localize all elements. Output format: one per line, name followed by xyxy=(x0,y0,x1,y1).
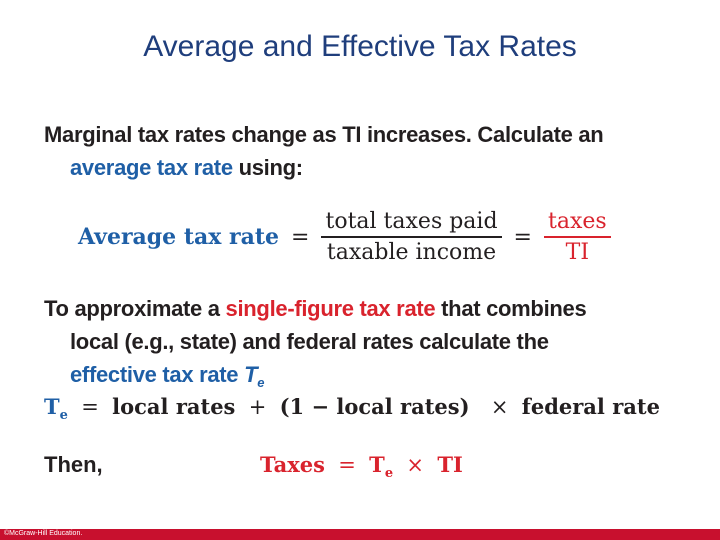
te-symbol: T xyxy=(244,362,258,387)
formula2-term1: local rates xyxy=(112,394,236,419)
formula2-equals: = xyxy=(81,395,99,419)
formula2-term2: federal rate xyxy=(521,394,660,419)
slide-title: Average and Effective Tax Rates xyxy=(143,30,577,63)
copyright-footer: ©McGraw-Hill Education. xyxy=(4,530,83,537)
fraction-total-taxes: total taxes paid taxable income xyxy=(321,209,502,265)
formula2-paren: (1 − local rates) xyxy=(279,394,470,419)
formula3-rhs: TI xyxy=(437,452,463,477)
effective-tax-rate-highlight: effective tax rate xyxy=(70,362,245,387)
taxes-formula: Taxes = Te × TI xyxy=(260,452,463,481)
formula2-te-symbol: T xyxy=(44,394,60,419)
bullet1-line1: Marginal tax rates change as TI increase… xyxy=(44,122,604,147)
formula2-times: × xyxy=(490,395,509,419)
bullet-average-tax-rate: Marginal tax rates change as TI increase… xyxy=(44,118,684,184)
bullet1-rest: using: xyxy=(232,155,304,180)
formula3-te: T xyxy=(369,452,385,477)
formula3-times: × xyxy=(406,453,425,477)
formula2-te: Te xyxy=(44,394,68,423)
formula1-label: Average tax rate xyxy=(78,224,280,250)
bullet2-prefix: To approximate a xyxy=(44,296,226,321)
bullet1-line2: average tax rate using: xyxy=(44,151,684,184)
fraction1-denominator: taxable income xyxy=(326,240,497,265)
formula2-plus: + xyxy=(248,395,267,419)
average-tax-rate-formula: Average tax rate = total taxes paid taxa… xyxy=(78,205,611,269)
effective-rate-formula: Te = local rates + (1 − local rates) × f… xyxy=(44,394,704,423)
bullet2-mid: that combines xyxy=(435,296,587,321)
te-subscript: e xyxy=(257,375,265,390)
formula3-lhs: Taxes xyxy=(260,452,325,477)
average-tax-rate-highlight: average tax rate xyxy=(70,155,233,180)
fraction2-numerator: taxes xyxy=(543,209,611,238)
footer-bar xyxy=(0,529,720,540)
fraction-taxes-ti: taxes TI xyxy=(543,209,611,265)
fraction2-denominator: TI xyxy=(565,240,590,265)
fraction1-numerator: total taxes paid xyxy=(321,209,502,238)
formula2-te-sub: e xyxy=(59,408,68,423)
then-label: Then, xyxy=(44,452,103,477)
bullet2-line2: local (e.g., state) and federal rates ca… xyxy=(70,329,549,354)
formula3-te-sub: e xyxy=(384,466,394,481)
formula3-equals: = xyxy=(338,453,356,477)
formula1-equals2: = xyxy=(513,224,532,250)
bullet-effective-tax-rate: To approximate a single-figure tax rate … xyxy=(44,292,684,399)
bullet2-line3: effective tax rate Te xyxy=(44,358,684,399)
single-figure-highlight: single-figure tax rate xyxy=(225,296,436,321)
formula1-equals: = xyxy=(291,224,310,250)
